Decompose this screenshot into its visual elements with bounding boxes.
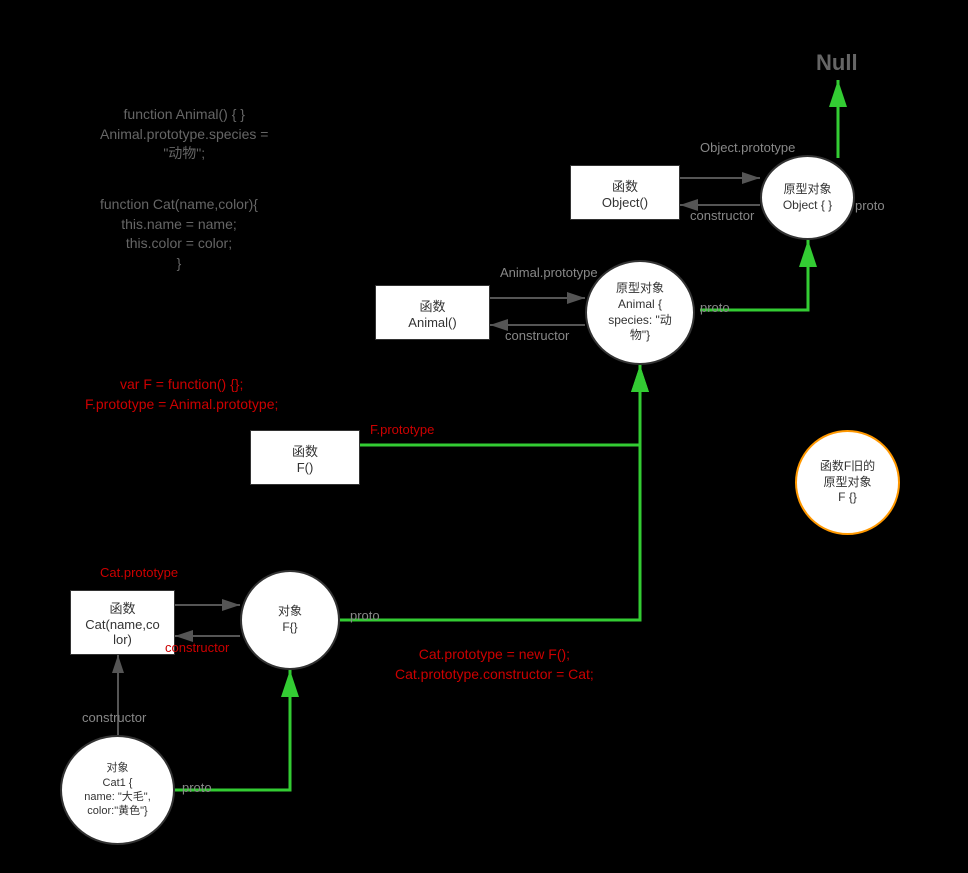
- node-cat-fn-l1: 函数: [109, 598, 135, 617]
- node-f-obj-l2: F{}: [282, 620, 297, 636]
- lbl-animal-proto: proto: [700, 300, 730, 315]
- node-object-proto-l2: Object { }: [783, 198, 832, 214]
- lbl-animal-constructor: constructor: [505, 328, 569, 343]
- node-cat1-l1: 对象: [107, 761, 129, 775]
- node-f-obj: 对象 F{}: [240, 570, 340, 670]
- null-label: Null: [816, 50, 858, 76]
- diagram-canvas: Null function Animal() { }Animal.prototy…: [0, 0, 968, 873]
- lbl-cat1-proto: proto: [182, 780, 212, 795]
- code-animal: function Animal() { }Animal.prototype.sp…: [100, 105, 268, 164]
- node-object-fn-l2: Object(): [602, 195, 648, 210]
- lbl-object-constructor: constructor: [690, 208, 754, 223]
- node-f-fn: 函数 F(): [250, 430, 360, 485]
- node-animal-proto: 原型对象 Animal { species: "动 物"}: [585, 260, 695, 365]
- node-cat-fn-l3: lor): [113, 632, 132, 647]
- node-animal-proto-l2: Animal {: [618, 297, 662, 313]
- node-object-proto: 原型对象 Object { }: [760, 155, 855, 240]
- lbl-cat-prototype: Cat.prototype: [100, 565, 178, 580]
- node-cat1-l4: color:"黄色"}: [87, 804, 147, 818]
- lbl-object-prototype: Object.prototype: [700, 140, 795, 155]
- node-f-old-l2: 原型对象: [823, 475, 871, 491]
- code-cat-assign: Cat.prototype = new F();Cat.prototype.co…: [395, 645, 594, 684]
- node-f-old-l3: F {}: [838, 490, 857, 506]
- node-object-proto-l1: 原型对象: [783, 182, 831, 198]
- node-f-old-l1: 函数F旧的: [820, 459, 875, 475]
- code-cat: function Cat(name,color){this.name = nam…: [100, 195, 258, 273]
- lbl-object-proto: proto: [855, 198, 885, 213]
- lbl-f-prototype: F.prototype: [370, 422, 434, 437]
- node-cat1-l2: Cat1 {: [103, 776, 133, 790]
- node-cat-fn: 函数 Cat(name,co lor): [70, 590, 175, 655]
- node-animal-fn: 函数 Animal(): [375, 285, 490, 340]
- node-animal-proto-l3: species: "动: [608, 313, 672, 329]
- lbl-cat1-constructor: constructor: [82, 710, 146, 725]
- code-f-assign: var F = function() {};F.prototype = Anim…: [85, 375, 278, 414]
- lbl-animal-prototype: Animal.prototype: [500, 265, 598, 280]
- node-animal-fn-l2: Animal(): [408, 315, 456, 330]
- node-animal-fn-l1: 函数: [419, 296, 445, 315]
- node-cat-fn-l2: Cat(name,co: [85, 617, 159, 632]
- lbl-cat-constructor: constructor: [165, 640, 229, 655]
- node-animal-proto-l1: 原型对象: [616, 281, 664, 297]
- node-f-fn-l2: F(): [297, 460, 314, 475]
- node-animal-proto-l4: 物"}: [630, 328, 650, 344]
- node-cat1: 对象 Cat1 { name: "大毛", color:"黄色"}: [60, 735, 175, 845]
- node-cat1-l3: name: "大毛",: [84, 790, 151, 804]
- node-object-fn: 函数 Object(): [570, 165, 680, 220]
- node-f-old-proto: 函数F旧的 原型对象 F {}: [795, 430, 900, 535]
- node-object-fn-l1: 函数: [612, 176, 638, 195]
- node-f-obj-l1: 对象: [278, 604, 302, 620]
- node-f-fn-l1: 函数: [292, 441, 318, 460]
- lbl-fobj-proto: proto: [350, 608, 380, 623]
